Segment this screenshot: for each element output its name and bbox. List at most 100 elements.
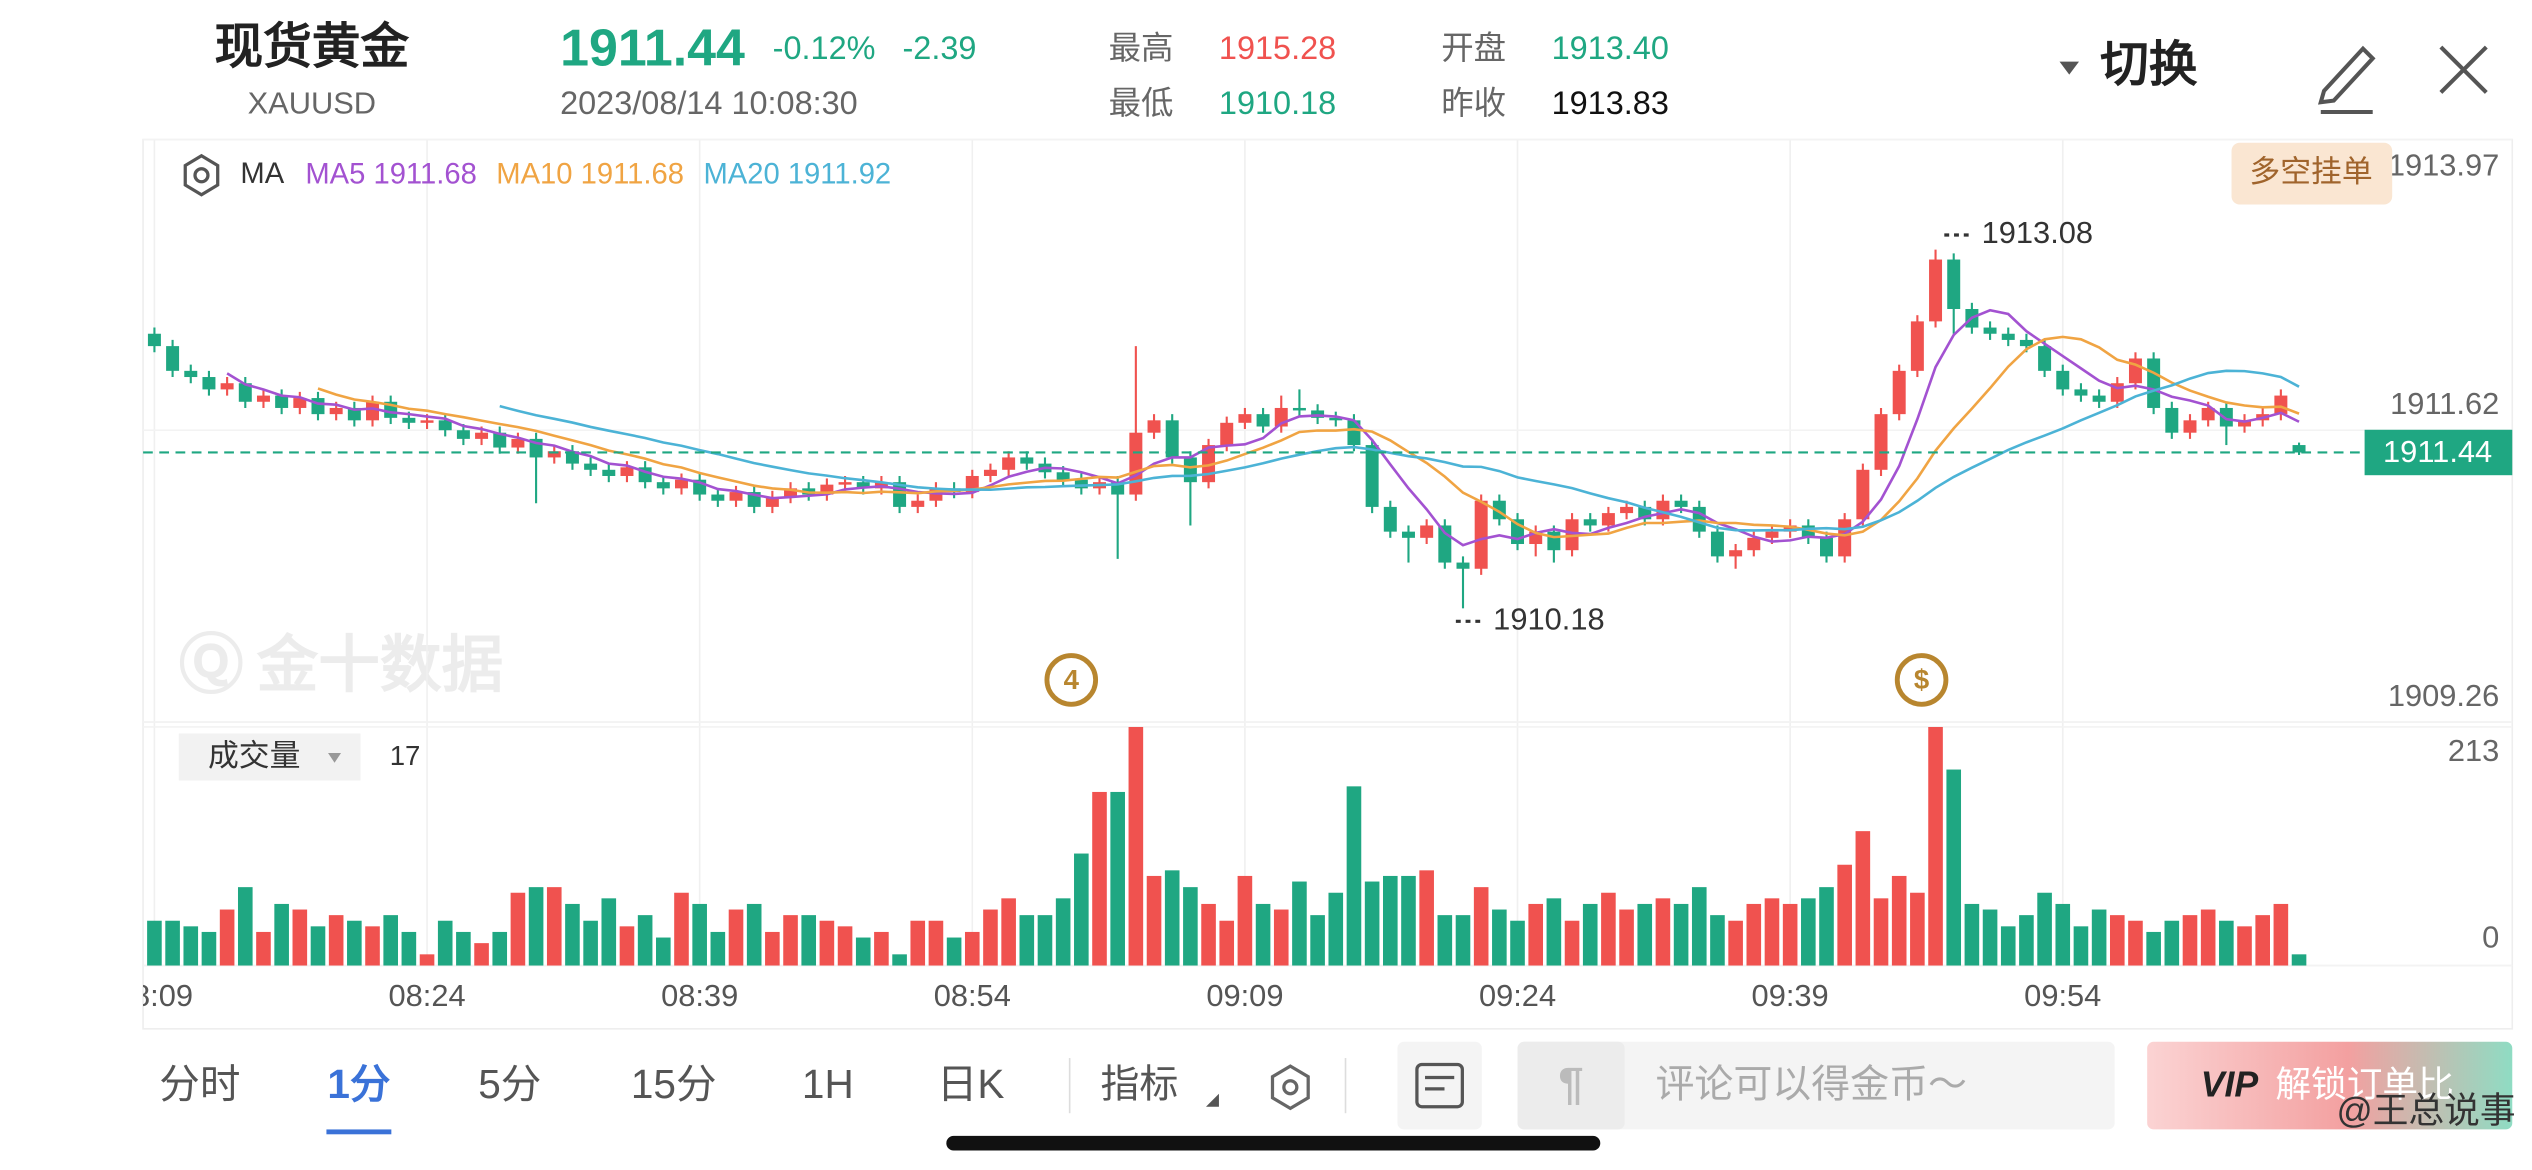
ma-line [499, 369, 2300, 532]
event-marker[interactable]: 4 [1044, 653, 1099, 707]
candle-body [456, 430, 470, 439]
volume-bar [928, 920, 944, 966]
comment-icon: ¶ [1558, 1058, 1583, 1109]
volume-bar [437, 920, 453, 966]
volume-bar [1146, 875, 1162, 966]
candle-body [511, 438, 525, 448]
candle-body [2019, 339, 2033, 347]
volume-bar [1546, 898, 1562, 966]
candle-body [2183, 420, 2197, 433]
volume-bar [1219, 920, 1235, 966]
volume-bar [1164, 870, 1180, 966]
volume-value: 17 [390, 740, 421, 771]
candle-body [2092, 395, 2106, 402]
stat-value: 1910.18 [1219, 85, 1336, 121]
order-button[interactable]: 多空挂单 [2231, 142, 2393, 205]
y-tick-label: 1911.62 [2390, 386, 2499, 421]
candle-body [1165, 420, 1179, 458]
candle-body [402, 417, 416, 423]
volume-bar [1964, 903, 1980, 966]
volume-bar [401, 931, 417, 966]
volume-bar [601, 898, 617, 966]
candle-body [1474, 500, 1488, 569]
tab[interactable]: 15分 [631, 1061, 717, 1107]
candle-body [765, 497, 779, 507]
volume-bar [1237, 875, 1253, 966]
volume-bar [1928, 726, 1943, 966]
volume-bar [492, 931, 508, 966]
y-tick-label: 213 [2448, 733, 2499, 768]
ma-name: MA20 [703, 158, 779, 190]
tab[interactable]: 日K [937, 1061, 1005, 1107]
candle-body [475, 432, 489, 439]
volume-bar [2255, 915, 2270, 966]
candle-body [820, 484, 834, 495]
volume-selector[interactable]: 成交量 [178, 733, 361, 781]
volume-bar [1110, 791, 1125, 966]
volume-bar [583, 920, 598, 966]
volume-bar [964, 931, 980, 966]
candle-body [1329, 417, 1343, 421]
notes-button[interactable] [1397, 1041, 1482, 1130]
candle-body [438, 420, 452, 431]
volume-bar [219, 909, 235, 966]
tab[interactable]: 1H [802, 1061, 854, 1107]
indicator-settings[interactable] [1270, 1064, 1310, 1111]
candle-body [329, 407, 343, 415]
tab[interactable]: 分时 [159, 1061, 240, 1107]
event-marker[interactable]: $ [1894, 653, 1949, 707]
candle-body [366, 401, 380, 421]
tab[interactable]: 1分 [327, 1061, 390, 1107]
candle-body [1183, 457, 1197, 483]
volume-bar [1492, 909, 1507, 966]
vip-button-bg [2147, 1041, 2513, 1130]
ma-value: 1911.68 [373, 158, 476, 190]
candle-body [1383, 506, 1397, 532]
stat-value: 1915.28 [1219, 30, 1336, 66]
volume-bar [765, 931, 780, 966]
volume-bar [1419, 870, 1434, 966]
stat-label: 最高 [1109, 30, 1174, 66]
volume-bar [2109, 915, 2125, 966]
candle-body [656, 482, 670, 489]
volume-bar [910, 920, 926, 966]
volume-bar [1601, 892, 1616, 966]
home-indicator [946, 1135, 1601, 1151]
switch-button[interactable]: 切换 [2059, 38, 2198, 92]
volume-bar [1510, 920, 1525, 966]
edit-button[interactable] [2317, 45, 2376, 114]
candle-body [602, 469, 616, 476]
candle-body [1620, 506, 1634, 514]
tab-underline [326, 1129, 392, 1135]
volume-bar [619, 926, 635, 966]
candle-body [1147, 420, 1161, 433]
settings-icon[interactable] [183, 153, 220, 197]
volume-bar [1201, 903, 1216, 966]
volume-bar [1255, 903, 1271, 966]
vip-button[interactable]: VIP 解锁订单比 [2147, 1041, 2513, 1130]
comment-input[interactable]: ¶ 评论可以得金币～ [1517, 1041, 2115, 1130]
y-tick-label: 0 [2482, 920, 2499, 955]
close-button[interactable] [2439, 45, 2488, 94]
volume-bar [1710, 915, 1725, 966]
x-tick-label: 09:39 [1752, 978, 1829, 1013]
volume-bar [746, 903, 762, 966]
event-label: $ [1914, 664, 1929, 695]
indicator-button[interactable]: 指标 [1100, 1064, 1219, 1107]
volume-bar [1128, 726, 1144, 966]
candle-body [166, 346, 180, 371]
candle-body [311, 398, 325, 415]
volume-bar [274, 903, 289, 966]
volume-bar [855, 937, 871, 966]
candle-body [1256, 414, 1270, 427]
indicator-label: 指标 [1100, 1064, 1178, 1107]
candle-body [911, 500, 925, 507]
volume-bar [1437, 915, 1453, 966]
tab[interactable]: 5分 [478, 1061, 541, 1107]
candle-body [1547, 531, 1561, 551]
candle-body [220, 383, 234, 390]
candle-body [1401, 531, 1415, 538]
volume-bar [1364, 881, 1380, 966]
